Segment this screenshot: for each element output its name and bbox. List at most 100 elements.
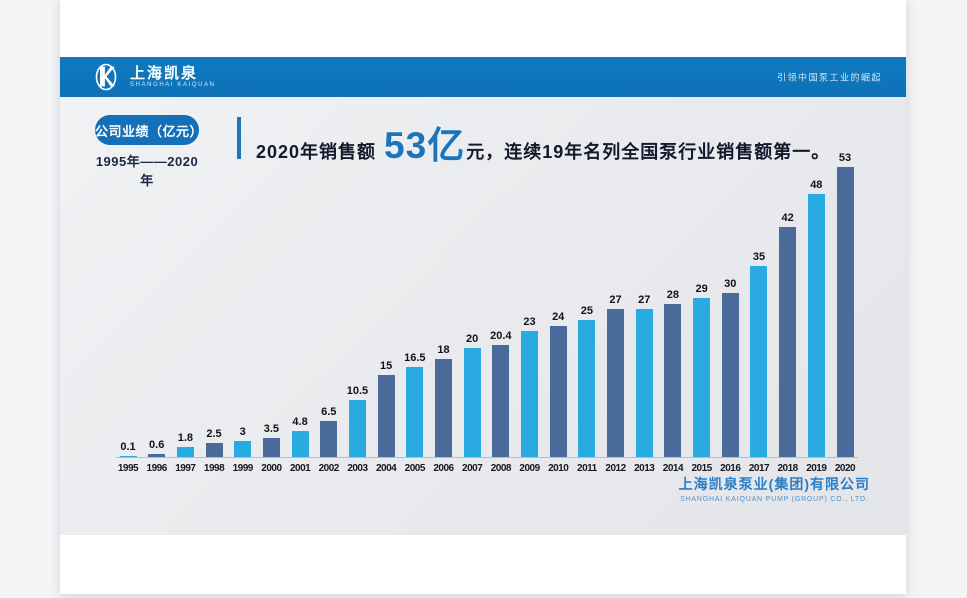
bar-year-label: 2001 [289,463,311,474]
bar [463,347,481,457]
bar-value-label: 42 [781,212,794,225]
slide-body: 公司业绩（亿元） 1995年——2020年 2020年销售额 53亿 元，连续1… [60,97,906,535]
bar [434,358,452,457]
bar [779,227,797,457]
bar [807,194,825,457]
bar-value-label: 53 [838,152,852,165]
bar-year-label: 2009 [519,463,540,474]
bar [549,325,567,457]
company-logo: 上海凯泉 SHANGHAI KAIQUAN [93,62,216,92]
bar [406,366,424,457]
bar-value-label: 2.5 [206,428,222,441]
bar-value-label: 29 [695,283,708,296]
bar-value-label: 0.6 [149,438,165,451]
chart-year-range: 1995年——2020年 [95,154,199,188]
bar [664,303,682,457]
slide-top-margin [60,0,906,57]
bar-value-label: 16.5 [404,351,426,364]
bar-value-label: 30 [724,277,737,290]
bar-year-label: 2019 [806,463,827,474]
bar-value-label: 23 [523,316,536,329]
company-name-en: SHANGHAI KAIQUAN PUMP (GROUP) CO., LTD. [680,496,869,503]
bar-value-label: 20 [466,332,479,345]
bar-year-label: 2016 [720,463,741,474]
bar [377,374,395,457]
bar-value-label: 18 [437,343,450,356]
bar-year-label: 2014 [662,463,684,474]
bar-year-label: 1999 [232,463,254,474]
bar [492,345,510,457]
bar [721,292,739,457]
bar-year-label: 2004 [375,463,397,474]
bar-year-label: 1995 [117,463,139,474]
logo-text: 上海凯泉 SHANGHAI KAIQUAN [130,66,216,89]
bar-year-label: 2006 [433,463,454,474]
header-band: 上海凯泉 SHANGHAI KAIQUAN 引领中国泵工业的崛起 [60,57,906,97]
bar-year-label: 2011 [577,463,597,474]
bar [262,437,280,457]
bar-year-label: 1997 [175,463,196,474]
company-signature: 上海凯泉泵业(集团)有限公司 SHANGHAI KAIQUAN PUMP (GR… [679,474,870,503]
bar [320,421,338,457]
headline: 2020年销售额 53亿 元，连续19年名列全国泵行业销售额第一。 [256,115,831,166]
bar-year-label: 2015 [691,463,712,474]
bar-year-label: 1996 [146,463,168,474]
bar-value-label: 27 [638,294,651,307]
bar [176,447,194,457]
bar-year-label: 2000 [261,463,282,474]
bar [836,167,854,457]
bar-year-label: 2012 [605,463,626,474]
bar-value-label: 6.5 [321,406,337,419]
bar-value-label: 15 [379,359,393,372]
bar-value-label: 3 [239,425,246,438]
bar-value-label: 10.5 [346,384,369,397]
bar-value-label: 48 [810,179,823,192]
bar [521,331,539,457]
bar [607,309,625,457]
bar-year-label: 1998 [203,463,225,474]
bar [148,453,166,457]
bar-year-label: 2018 [777,463,799,474]
logo-text-en: SHANGHAI KAIQUAN [130,81,216,88]
headline-suffix: 元，连续19年名列全国泵行业销售额第一。 [466,142,831,162]
bar-value-label: 28 [666,288,680,301]
slide-bottom-margin [60,535,906,594]
kaiquan-logo-icon [93,62,123,92]
bar-chart: 0.1 1995 0.6 1996 1.8 1997 2.5 1998 3 1999 3.5 2000… [116,152,858,474]
bar-year-label: 2003 [347,463,368,474]
bar [693,298,711,457]
bar [348,399,366,457]
bar-value-label: 27 [609,294,622,307]
bar-year-label: 2002 [318,463,340,474]
bar-value-label: 4.8 [292,415,308,428]
headline-number: 53亿 [384,125,466,166]
chart-title-badge: 公司业绩（亿元） [95,115,203,145]
bar-year-label: 2007 [462,463,483,474]
bar [291,430,309,457]
bar-value-label: 25 [580,305,593,318]
bar-year-label: 2010 [548,463,569,474]
header-slogan: 引领中国泵工业的崛起 [776,72,882,83]
bar [635,309,653,457]
presentation-slide: 上海凯泉 SHANGHAI KAIQUAN 引领中国泵工业的崛起 公司业绩（亿元… [60,0,906,594]
logo-text-cn: 上海凯泉 [130,64,199,82]
company-name-cn: 上海凯泉泵业(集团)有限公司 [678,476,870,492]
x-axis-line [116,457,858,458]
bar-year-label: 2013 [634,463,655,474]
bar-value-label: 3.5 [263,422,280,435]
bar-year-label: 2017 [748,463,770,474]
headline-divider [237,117,241,159]
bar-value-label: 24 [552,310,565,323]
bar [119,456,137,457]
bar-year-label: 2020 [834,463,856,474]
bar-value-label: 20.4 [490,330,512,343]
bar-value-label: 35 [752,250,766,263]
bar [205,443,223,457]
bar-year-label: 2005 [404,463,426,474]
headline-prefix: 2020年销售额 [256,142,377,162]
bar-value-label: 0.1 [120,441,136,454]
bar-value-label: 1.8 [177,432,193,445]
bar-year-label: 2008 [490,463,512,474]
bar [234,440,252,457]
